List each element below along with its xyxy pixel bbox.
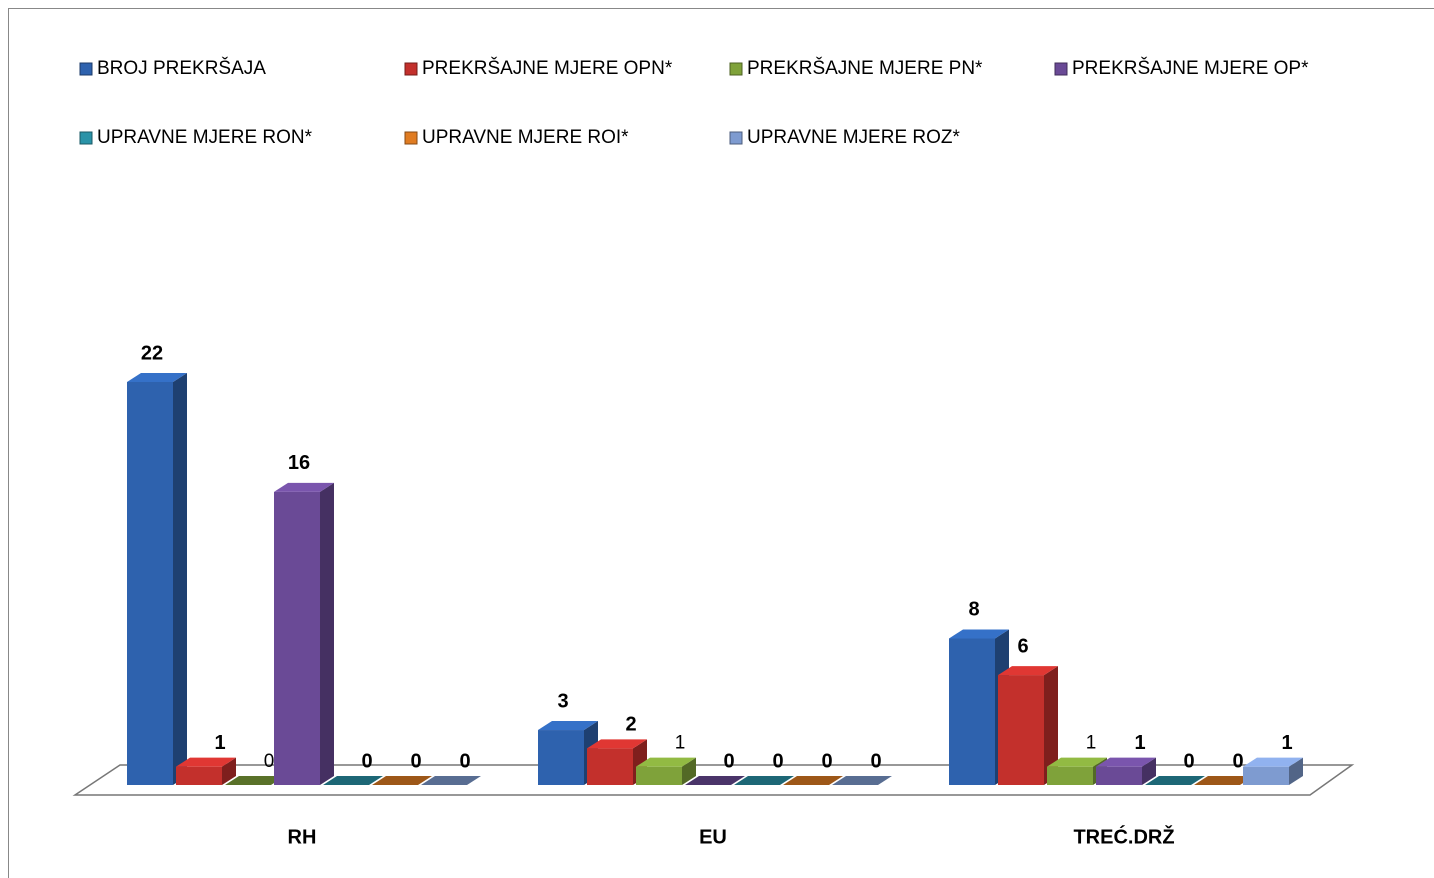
bar-top	[1194, 776, 1254, 785]
legend-swatch	[729, 131, 743, 145]
bar	[636, 757, 696, 785]
bar	[949, 629, 1009, 785]
bar-front	[998, 675, 1044, 785]
bar-side	[173, 373, 187, 785]
bar-top	[274, 482, 334, 492]
data-label: 0	[459, 750, 470, 772]
data-label: 1	[1086, 733, 1097, 754]
bar	[998, 666, 1058, 785]
legend-swatch	[729, 62, 743, 76]
bar-front	[949, 638, 995, 785]
bar	[832, 776, 892, 785]
legend-label: PREKRŠAJNE MJERE OPN*	[422, 57, 673, 79]
bar-top	[421, 776, 481, 785]
legend-label: UPRAVNE MJERE ROZ*	[747, 127, 961, 148]
bar-top	[998, 666, 1058, 676]
legend-swatch	[1054, 62, 1068, 76]
legend-swatch	[79, 62, 93, 76]
bar	[323, 776, 383, 785]
legend-label: UPRAVNE MJERE ROI*	[422, 127, 629, 148]
bar	[1145, 776, 1205, 785]
data-label: 0	[772, 750, 783, 772]
bar-side	[320, 482, 334, 785]
bar	[274, 482, 334, 785]
bar	[1243, 757, 1303, 785]
bar-top	[323, 776, 383, 785]
bar	[1194, 776, 1254, 785]
bar	[1096, 757, 1156, 785]
bar-front	[1047, 766, 1093, 785]
bar-top	[949, 629, 1009, 639]
bar-top	[636, 757, 696, 767]
bar-front	[127, 382, 173, 785]
data-label: 3	[557, 690, 568, 712]
data-label: 2	[625, 714, 636, 736]
bar-top	[176, 757, 236, 767]
bar-front	[176, 766, 222, 785]
legend-label: PREKRŠAJNE MJERE PN*	[747, 57, 983, 79]
data-label: 0	[1232, 750, 1243, 772]
bar-top	[1047, 757, 1107, 767]
bar	[783, 776, 843, 785]
bar-top	[685, 776, 745, 785]
bar-front	[274, 491, 320, 785]
data-label: 1	[214, 732, 225, 754]
bar-top	[734, 776, 794, 785]
chart-border	[8, 8, 1434, 878]
bar	[685, 776, 745, 785]
bar-side	[1142, 757, 1156, 785]
bar-top	[538, 721, 598, 731]
bar-top	[372, 776, 432, 785]
bar	[176, 757, 236, 785]
data-label: 1	[1134, 732, 1145, 754]
data-label: 8	[968, 599, 979, 621]
bar-side	[1044, 666, 1058, 785]
data-label: 0	[410, 750, 421, 772]
bar-front	[587, 748, 633, 785]
legend-label: BROJ PREKRŠAJA	[97, 57, 266, 79]
data-label: 0	[870, 750, 881, 772]
bar-top	[1096, 757, 1156, 767]
bar-front	[538, 730, 584, 785]
data-label: 0	[361, 750, 372, 772]
bar	[734, 776, 794, 785]
data-label: 16	[288, 452, 310, 474]
data-label: 1	[675, 733, 686, 754]
bar	[421, 776, 481, 785]
legend-swatch	[404, 62, 418, 76]
bar-front	[636, 766, 682, 785]
legend-swatch	[404, 131, 418, 145]
bar-top	[832, 776, 892, 785]
bar-side	[1289, 757, 1303, 785]
legend-swatch	[79, 131, 93, 145]
bar-top	[1243, 757, 1303, 767]
bar-top	[783, 776, 843, 785]
bar-front	[1096, 766, 1142, 785]
data-label: 0	[821, 750, 832, 772]
bar	[127, 373, 187, 785]
data-label: 1	[1281, 732, 1292, 754]
bar-top	[225, 776, 285, 785]
x-tick-label: RH	[288, 826, 317, 848]
bar-side	[222, 757, 236, 785]
bar	[372, 776, 432, 785]
x-tick-label: TREĆ.DRŽ	[1073, 824, 1174, 848]
data-label: 22	[141, 342, 163, 364]
x-tick-label: EU	[699, 826, 727, 848]
bar-top	[1145, 776, 1205, 785]
legend-label: UPRAVNE MJERE RON*	[97, 127, 313, 148]
data-label: 6	[1017, 635, 1028, 657]
bar	[587, 739, 647, 785]
legend-label: PREKRŠAJNE MJERE OP*	[1072, 57, 1309, 79]
data-label: 0	[264, 751, 275, 772]
bar-side	[682, 757, 696, 785]
data-label: 0	[1183, 750, 1194, 772]
bar-top	[127, 373, 187, 382]
bar-front	[1243, 766, 1289, 785]
bar-top	[587, 739, 647, 749]
data-label: 0	[723, 750, 734, 772]
bar	[225, 776, 285, 785]
